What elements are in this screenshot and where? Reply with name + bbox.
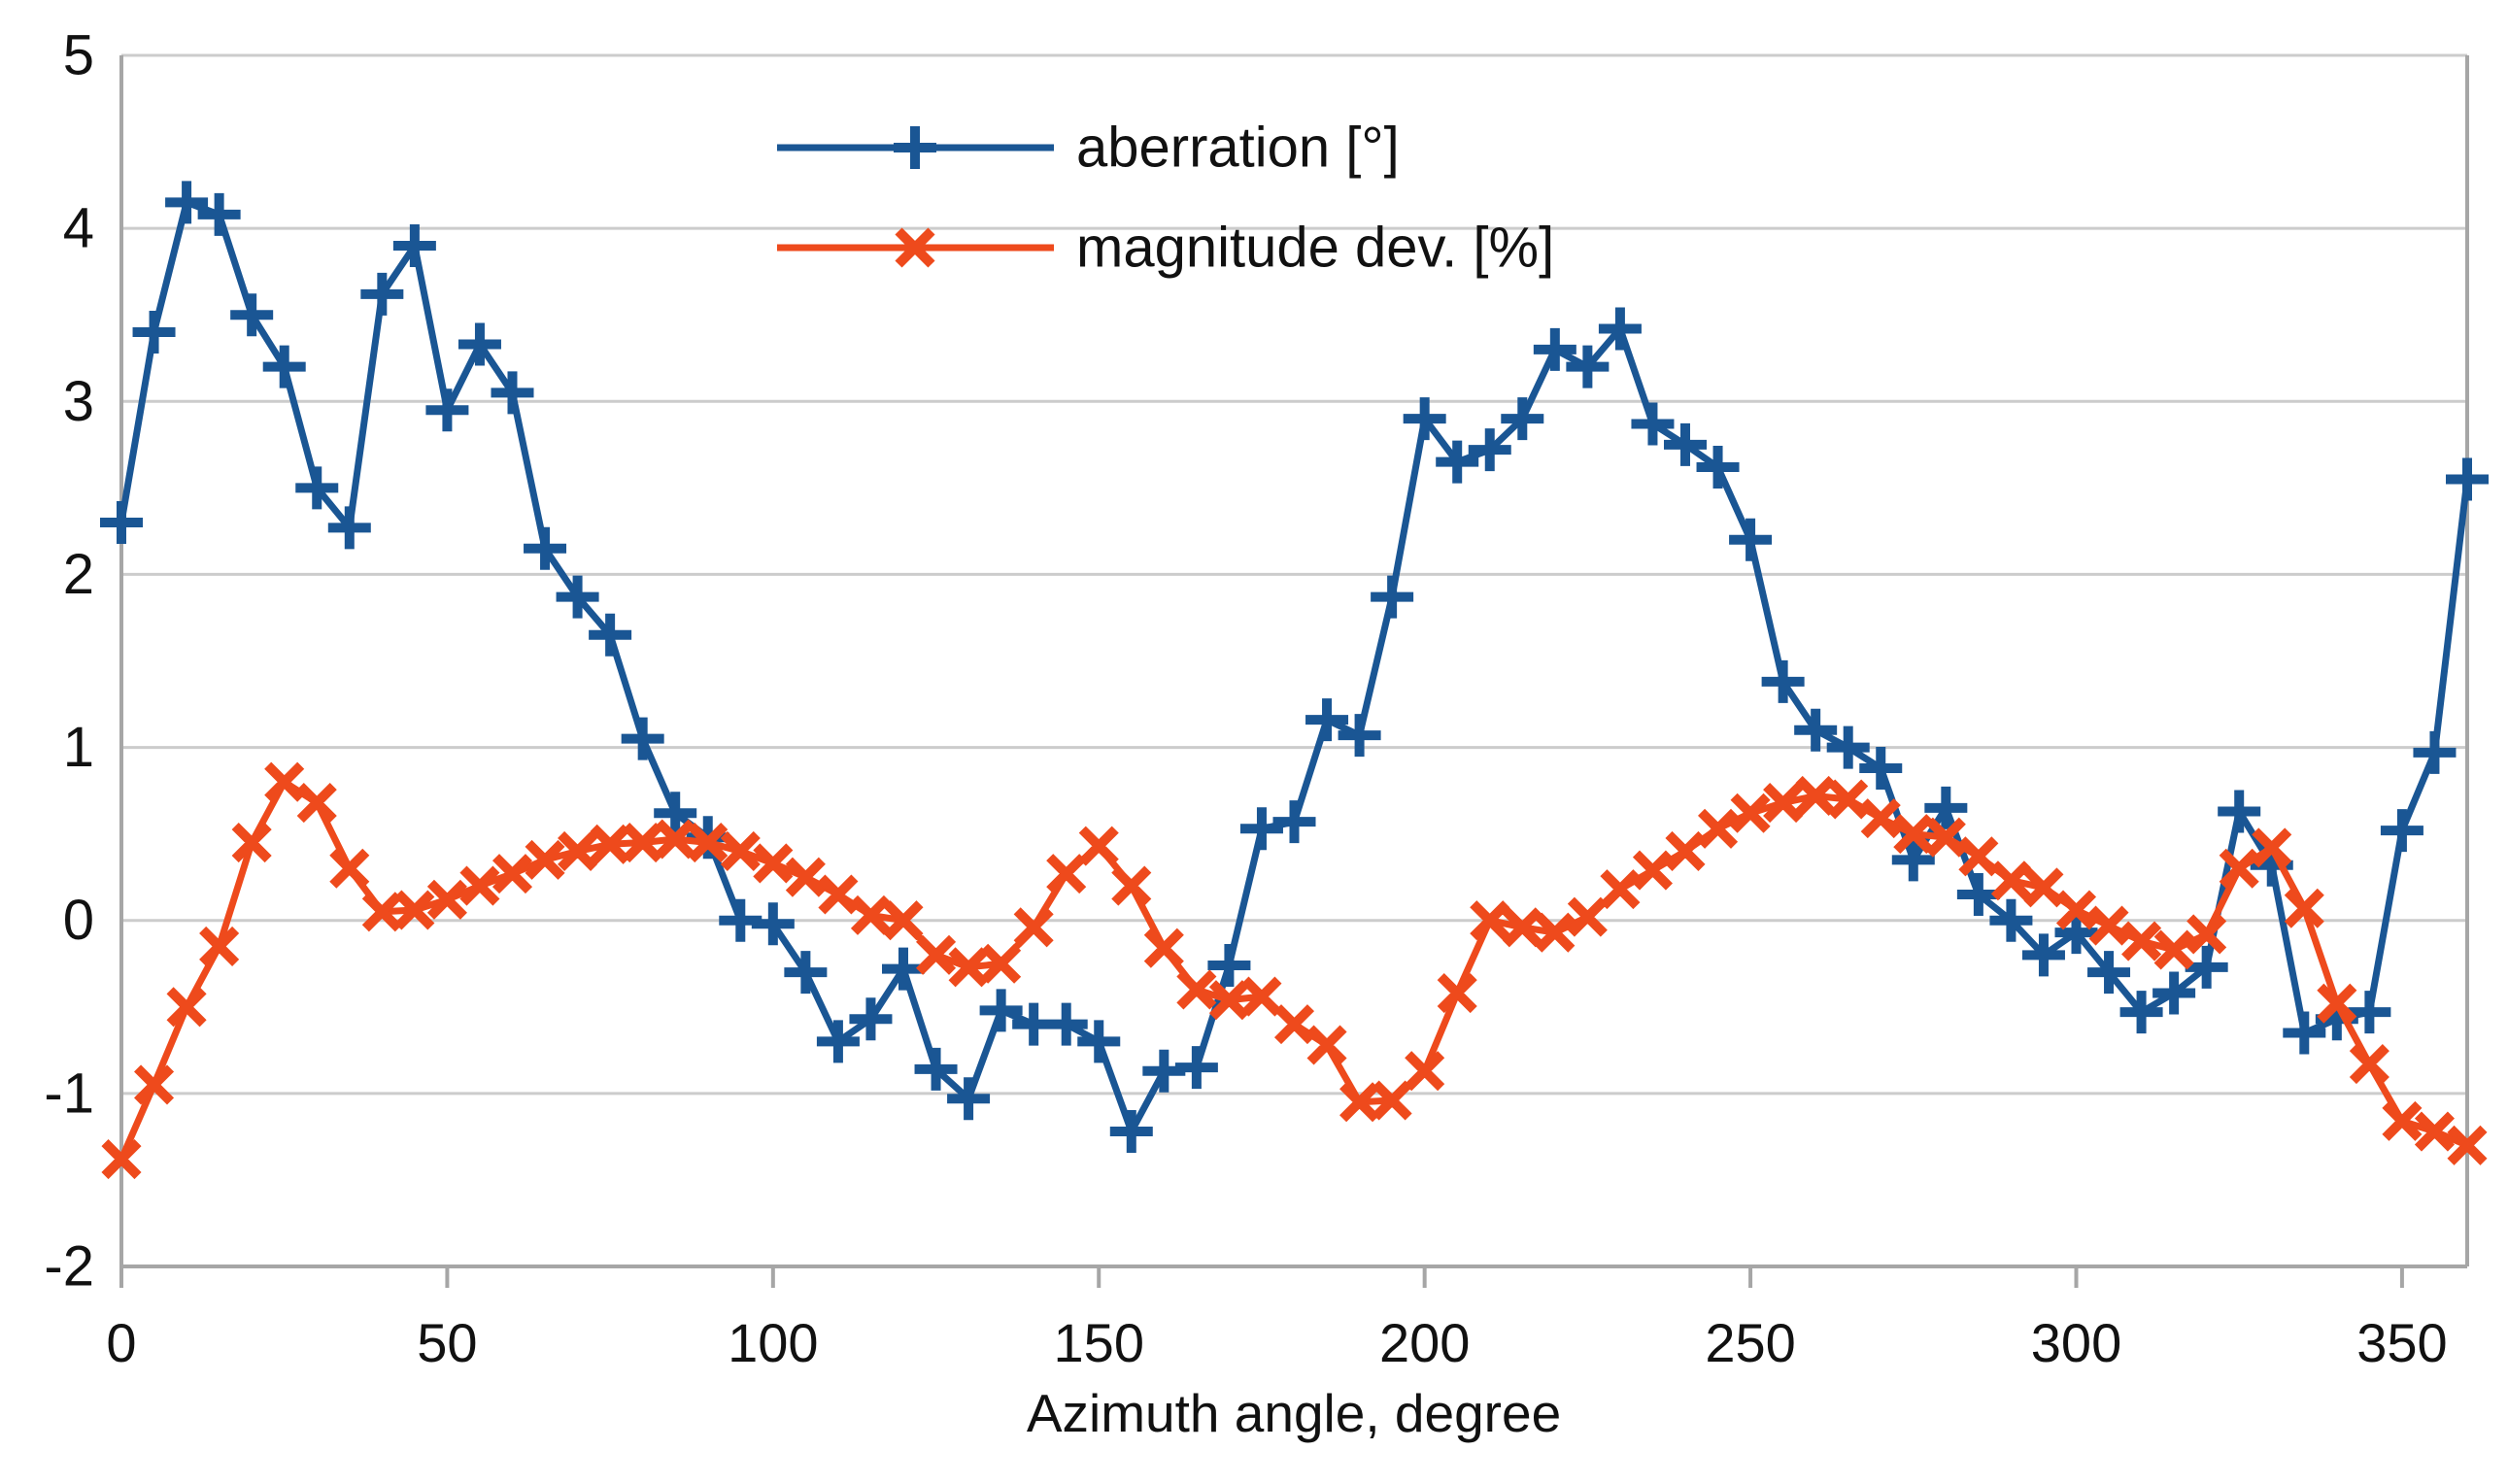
y-tick-label-5: 5 — [63, 24, 94, 87]
y-tick-label-1: 1 — [63, 716, 94, 779]
y-tick-label-4: 4 — [63, 197, 94, 260]
x-tick-label-300: 300 — [2031, 1312, 2121, 1373]
data-series — [100, 181, 2489, 1180]
x-tick-label-150: 150 — [1054, 1312, 1144, 1373]
x-tick-label-50: 50 — [417, 1312, 477, 1373]
y-tick-label-0: 0 — [63, 889, 94, 952]
legend-symbols — [777, 126, 1054, 268]
x-tick-label-200: 200 — [1379, 1312, 1470, 1373]
plus-markers — [100, 181, 2489, 1154]
y-tick-label-2: 2 — [63, 543, 94, 606]
legend-plus-marker-icon — [894, 126, 936, 169]
legend-label-aberration: aberration [°] — [1076, 117, 1400, 180]
y-tick-label-3: 3 — [63, 370, 94, 433]
chart-legend: aberration [°] magnitude dev. [%] — [777, 117, 1554, 280]
axes — [119, 55, 2469, 1288]
x-tick-label-100: 100 — [728, 1312, 818, 1373]
y-tick-label--1: -1 — [44, 1062, 94, 1125]
x-markers — [101, 761, 2488, 1180]
series-magnitude-dev — [101, 761, 2488, 1180]
y-tick-label--2: -2 — [44, 1235, 94, 1298]
x-tick-label-350: 350 — [2356, 1312, 2447, 1373]
legend-x-marker-icon — [895, 227, 935, 268]
legend-label-magnitude-dev: magnitude dev. [%] — [1076, 217, 1554, 280]
x-tick-label-0: 0 — [106, 1312, 136, 1373]
x-axis-title: Azimuth angle, degree — [1027, 1383, 1561, 1443]
series-aberration — [100, 181, 2489, 1154]
x-tick-label-250: 250 — [1705, 1312, 1795, 1373]
